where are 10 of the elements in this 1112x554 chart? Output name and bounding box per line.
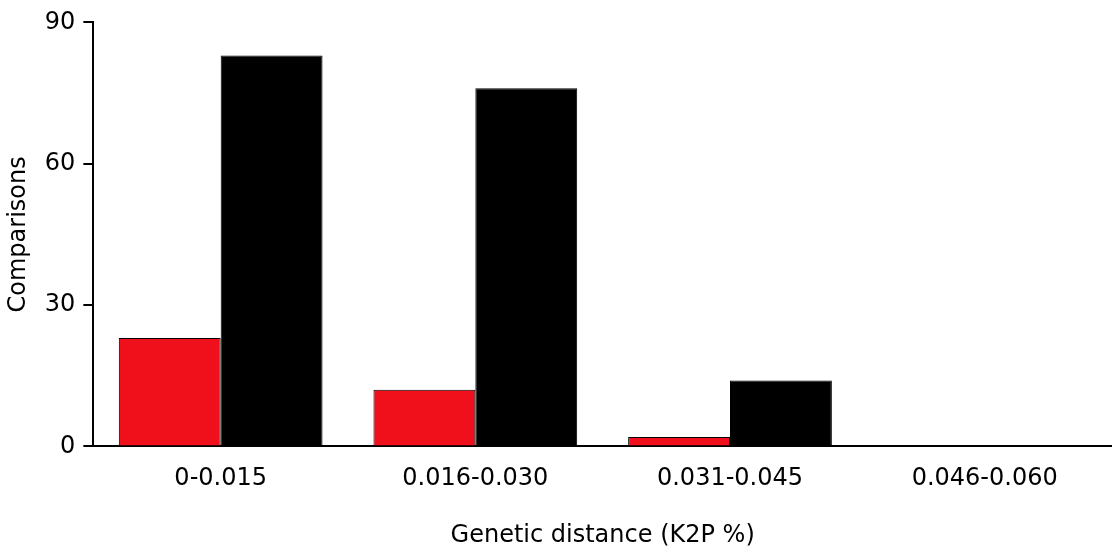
y-tick-label: 30 <box>44 289 76 318</box>
y-tick-label: 0 <box>60 430 76 459</box>
y-tick-label: 90 <box>44 6 76 35</box>
x-axis-title: Genetic distance (K2P %) <box>450 519 755 548</box>
x-tick-label: 0.046-0.060 <box>911 463 1058 492</box>
x-tick-label: 0.016-0.030 <box>402 463 549 492</box>
y-axis-title: Comparisons <box>2 156 31 313</box>
x-tick-label: 0-0.015 <box>174 463 267 492</box>
x-tick-label: 0.031-0.045 <box>656 463 804 492</box>
y-tick-label: 60 <box>44 147 76 176</box>
